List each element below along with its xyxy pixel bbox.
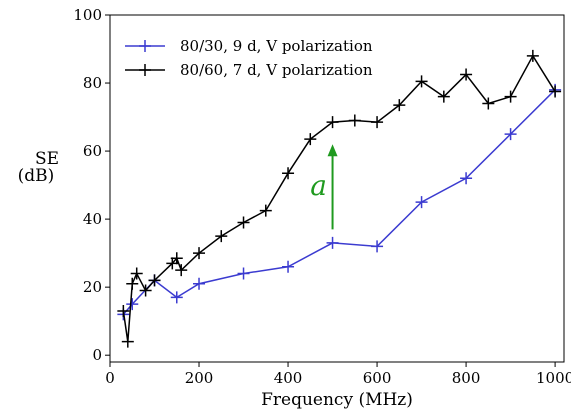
data-point	[282, 167, 295, 180]
x-tick-label: 400	[274, 369, 303, 387]
data-point	[371, 240, 384, 253]
annotation-arrow-head	[327, 144, 338, 157]
data-point	[371, 116, 384, 129]
data-point	[170, 291, 183, 304]
y-tick-label: 80	[83, 74, 102, 92]
data-point	[130, 267, 143, 280]
series-layer	[117, 49, 562, 348]
data-point	[504, 90, 517, 103]
data-point	[326, 236, 339, 249]
data-point	[549, 85, 562, 98]
data-point	[282, 260, 295, 273]
data-point	[415, 196, 428, 209]
y-tick-label: 20	[83, 278, 102, 296]
annotation-layer: a	[310, 144, 338, 230]
data-point	[126, 298, 139, 311]
data-point	[348, 114, 361, 127]
data-point	[193, 277, 206, 290]
data-point	[237, 216, 250, 229]
data-point	[504, 128, 517, 141]
data-point	[139, 284, 152, 297]
data-point	[193, 247, 206, 260]
x-tick-label: 200	[185, 369, 214, 387]
x-axis-label: Frequency (MHz)	[261, 390, 413, 410]
data-point	[215, 230, 228, 243]
legend: 80/30, 9 d, V polarization 80/60, 7 d, V…	[125, 37, 373, 79]
y-tick-label: 100	[73, 6, 102, 24]
data-point	[460, 172, 473, 185]
legend-marker-series-1	[139, 40, 151, 52]
annotation-label: a	[310, 169, 327, 202]
axis-ticks: 0 200 400 600 800 1000 0 20 40 60 80 100	[73, 6, 571, 387]
plot-area	[109, 14, 565, 363]
data-point	[415, 75, 428, 88]
data-point	[117, 304, 130, 317]
data-point	[175, 264, 188, 277]
x-tick-label: 600	[363, 369, 392, 387]
data-point	[437, 90, 450, 103]
legend-label-series-2: 80/60, 7 d, V polarization	[180, 61, 373, 79]
data-point	[304, 133, 317, 146]
data-point	[170, 252, 183, 265]
legend-marker-series-2	[139, 64, 151, 76]
x-tick-label: 800	[452, 369, 481, 387]
data-point	[482, 97, 495, 110]
legend-label-series-1: 80/30, 9 d, V polarization	[180, 37, 373, 55]
data-point	[326, 116, 339, 129]
data-point	[148, 274, 161, 287]
y-tick-label: 60	[83, 142, 102, 160]
x-tick-label: 1000	[536, 369, 571, 387]
data-point	[393, 99, 406, 112]
data-point	[526, 49, 539, 62]
series-line-2	[122, 54, 556, 342]
data-point	[237, 267, 250, 280]
y-tick-label: 0	[92, 346, 102, 364]
data-point	[259, 204, 272, 217]
y-axis-label-line-1: SE	[35, 149, 59, 169]
data-point	[121, 335, 134, 348]
y-tick-label: 40	[83, 210, 102, 228]
x-tick-label: 0	[105, 369, 115, 387]
y-axis-label-line-2: (dB)	[18, 166, 55, 186]
data-point	[460, 68, 473, 81]
data-point	[126, 277, 139, 290]
